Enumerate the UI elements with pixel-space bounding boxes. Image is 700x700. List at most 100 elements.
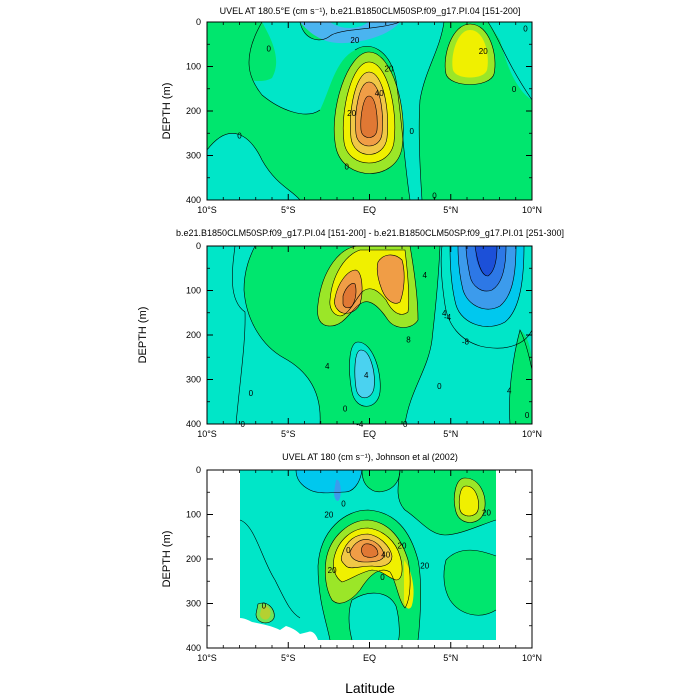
panel-2-contour (329, 249, 410, 317)
panel-3-contour-labels: 0 20 20 40 20 20 20 0 0 0 (262, 499, 492, 610)
panel-1-fill-sw (207, 133, 300, 200)
panel-3-fill-ne-top (362, 470, 400, 492)
contour-label: 20 (324, 511, 333, 520)
panel-3-contour (340, 533, 393, 569)
panel-3-contour (239, 519, 301, 619)
contour-label: 0 (403, 420, 408, 429)
contour-label: 0 (525, 411, 530, 420)
y-tick-label: 300 (186, 599, 201, 609)
contour-label: 0 (237, 131, 242, 140)
y-tick-label: 400 (186, 195, 201, 205)
y-tick-label: 100 (186, 62, 201, 72)
panel-2-contour (232, 246, 246, 424)
y-tick-label: 0 (196, 17, 201, 27)
panel-1-contour (487, 22, 532, 101)
x-tick-label: 5°N (443, 429, 458, 439)
panel-1-fill-shelf (248, 22, 444, 200)
contour-label: 20 (385, 65, 394, 74)
contour-label: 0 (512, 85, 517, 94)
y-tick-label: 400 (186, 419, 201, 429)
y-tick-label: 0 (196, 241, 201, 251)
x-tick-label: EQ (363, 653, 376, 663)
panel-3-contour (348, 592, 400, 641)
panel-3-contour (333, 527, 403, 583)
y-tick-label: 200 (186, 330, 201, 340)
y-tick-label: 400 (186, 643, 201, 653)
panel-3-contour (361, 543, 379, 558)
panel-3-fill-ne-40 (459, 486, 479, 516)
x-tick-label: 5°S (281, 653, 296, 663)
panel-3-fill-sw-halo (256, 603, 275, 623)
contour-label: -8 (462, 338, 470, 347)
y-tick-label: 200 (186, 554, 201, 564)
y-tick-label: 300 (186, 375, 201, 385)
panel-3-contour (349, 539, 385, 563)
panel-1-fill-ne-40 (452, 30, 488, 78)
y-tick-label: 100 (186, 286, 201, 296)
contour-label: 4 (507, 387, 512, 396)
panel-2-contour (457, 246, 517, 310)
panel-2-fill-pos-sw-core (343, 283, 356, 308)
panel-3-contour (458, 485, 479, 517)
panel-3-contour (361, 470, 401, 493)
panel-1-contour-labels: 20 0 20 20 40 20 0 0 0 0 0 0 (237, 25, 528, 201)
panel-1-fill-top-sliver (330, 22, 368, 28)
contour-label: 8 (406, 335, 411, 344)
contour-label: 0 (341, 499, 346, 508)
panel-2-contour (509, 329, 532, 424)
panel-1: UVEL AT 180.5°E (cm s⁻¹), b.e21.B1850CLM… (161, 6, 542, 215)
panel-1-contour (444, 23, 496, 85)
contour-label: 4 (325, 362, 330, 371)
panel-2-contour (376, 254, 405, 304)
panel-2-contour (449, 246, 525, 327)
panel-1-contour (354, 45, 411, 200)
panel-1-field (207, 22, 532, 200)
panel-3-contour (324, 519, 411, 609)
contour-label: 0 (267, 45, 272, 54)
panel-3-contour (454, 477, 486, 523)
x-axis-title: Latitude (345, 680, 395, 696)
contour-label: -4 (444, 313, 452, 322)
panel-1-fill-nw (207, 22, 277, 82)
panel-2-contour (474, 246, 498, 277)
panel-3-contour (295, 470, 363, 494)
x-tick-label: 10°S (197, 429, 217, 439)
contour-label: 0 (346, 546, 351, 555)
contour-label: 0 (410, 127, 415, 136)
contour-label: 20 (398, 542, 407, 551)
panel-1-contour (418, 22, 445, 200)
x-tick-label: 5°N (443, 653, 458, 663)
contour-label: 0 (380, 573, 385, 582)
x-tick-label: EQ (363, 429, 376, 439)
y-tick-label: 100 (186, 510, 201, 520)
contour-label: 20 (328, 566, 337, 575)
x-tick-label: 5°S (281, 205, 296, 215)
contour-label: -4 (356, 420, 364, 429)
panel-2-contour (243, 246, 321, 424)
panel-2-fill-pos-ne (377, 254, 405, 304)
panel-3-fill-jet-tail (404, 560, 414, 609)
panel-2-contour (465, 246, 507, 292)
panel-3-contour-lines (239, 470, 497, 641)
y-tick-label: 300 (186, 151, 201, 161)
panel-2-contour (349, 341, 381, 407)
x-tick-label: EQ (363, 205, 376, 215)
panel-3-fill-neg-spot (334, 479, 341, 501)
contour-label: 40 (375, 89, 384, 98)
contour-label: 0 (523, 25, 528, 34)
panel-1-contour (360, 95, 378, 138)
panel-3-fill-neg-top (296, 470, 362, 493)
panel-2-contour (317, 246, 419, 328)
panel-3-contour (317, 565, 331, 641)
panel-2-fill-deep-neg-4 (354, 350, 375, 398)
contour-label: 0 (437, 382, 442, 391)
panel-2-contour (440, 246, 532, 349)
contour-label: 0 (432, 192, 437, 201)
contour-label: 20 (350, 36, 359, 45)
x-tick-label: 5°S (281, 429, 296, 439)
panel-3-x-axis: 10°S 5°S EQ 5°N 10°N (197, 470, 542, 663)
panel-2-x-axis: 10°S 5°S EQ 5°N 10°N (197, 246, 542, 439)
